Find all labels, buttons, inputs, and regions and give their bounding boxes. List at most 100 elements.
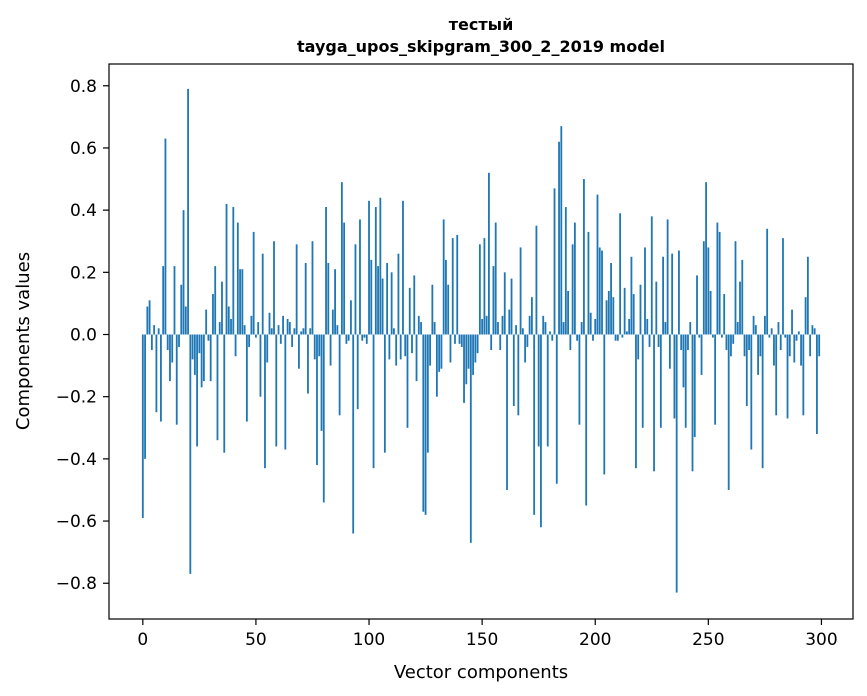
bar-280 — [775, 334, 778, 416]
bar-225 — [650, 216, 653, 335]
bar-149 — [478, 244, 481, 335]
bar-236 — [675, 334, 678, 593]
bar-76 — [313, 334, 316, 360]
bar-217 — [632, 294, 635, 335]
y-tick-label: 0.0 — [70, 326, 97, 346]
bar-97 — [361, 334, 364, 341]
bar-53 — [261, 253, 264, 335]
bar-209 — [614, 334, 617, 341]
bar-82 — [327, 262, 330, 335]
bar-254 — [716, 222, 719, 335]
bar-163 — [510, 278, 513, 335]
bar-213 — [623, 287, 626, 335]
bar-56 — [268, 312, 271, 335]
bar-278 — [770, 328, 773, 335]
bar-75 — [311, 241, 314, 335]
bar-183 — [555, 334, 558, 484]
bar-268 — [748, 334, 750, 351]
bar-144 — [467, 334, 470, 369]
bar-176 — [540, 334, 542, 528]
bar-284 — [784, 334, 787, 338]
bar-239 — [682, 334, 685, 388]
bar-3 — [148, 300, 151, 335]
bar-273 — [759, 334, 762, 357]
bar-36 — [223, 334, 226, 453]
bar-22 — [191, 334, 194, 360]
bar-205 — [605, 300, 608, 335]
bar-87 — [338, 334, 341, 416]
y-tick-label: −0.2 — [56, 388, 97, 408]
bar-64 — [286, 318, 289, 335]
bar-113 — [397, 253, 400, 335]
x-tick-label: 100 — [353, 630, 385, 650]
bar-24 — [196, 334, 199, 447]
bar-252 — [711, 334, 714, 338]
x-tick-label: 200 — [579, 630, 611, 650]
bar-211 — [619, 213, 622, 335]
bar-138 — [454, 334, 456, 344]
bar-238 — [680, 334, 683, 351]
bar-39 — [230, 318, 232, 335]
bar-136 — [449, 334, 452, 363]
bar-170 — [526, 334, 529, 347]
bar-18 — [182, 210, 185, 335]
bar-35 — [221, 281, 223, 335]
bar-86 — [336, 325, 339, 335]
bar-157 — [497, 322, 499, 335]
bar-28 — [205, 309, 208, 335]
bar-200 — [594, 318, 597, 335]
bar-111 — [393, 328, 395, 335]
bar-73 — [307, 334, 309, 394]
bar-260 — [730, 334, 732, 357]
bar-240 — [684, 334, 687, 428]
bar-161 — [506, 334, 508, 490]
bar-276 — [766, 228, 769, 335]
bar-222 — [644, 247, 646, 335]
bar-44 — [241, 269, 244, 335]
bar-146 — [472, 334, 474, 375]
bar-71 — [302, 328, 305, 335]
bar-126 — [426, 334, 429, 453]
bar-74 — [309, 328, 312, 335]
bar-251 — [709, 290, 712, 335]
bar-235 — [673, 334, 676, 419]
bar-192 — [576, 334, 579, 341]
bar-274 — [761, 334, 764, 469]
bar-89 — [343, 222, 346, 335]
bar-135 — [447, 284, 450, 335]
bar-108 — [386, 262, 389, 335]
bar-296 — [811, 325, 814, 335]
bar-118 — [408, 287, 411, 335]
bar-143 — [465, 334, 468, 385]
bar-51 — [257, 322, 260, 335]
bar-275 — [763, 315, 766, 335]
bar-286 — [788, 334, 791, 357]
bar-38 — [227, 306, 230, 335]
bar-287 — [791, 309, 793, 335]
bar-105 — [379, 197, 382, 335]
bar-206 — [607, 290, 610, 335]
bar-229 — [659, 334, 662, 428]
bar-133 — [442, 219, 445, 335]
x-axis-ticks: 0 50 100 150 200 250 300 — [137, 619, 838, 650]
bar-141 — [460, 334, 463, 347]
bar-259 — [727, 334, 730, 490]
bar-177 — [542, 315, 545, 335]
bar-210 — [616, 334, 619, 341]
bar-169 — [524, 334, 527, 363]
bar-228 — [657, 334, 660, 347]
x-axis-label: Vector components — [394, 662, 568, 683]
bar-187 — [564, 207, 567, 335]
bar-34 — [218, 322, 221, 335]
bar-266 — [743, 334, 746, 357]
bar-261 — [732, 334, 735, 344]
bar-262 — [734, 241, 737, 335]
bar-298 — [816, 334, 818, 434]
bar-123 — [420, 322, 422, 335]
bar-150 — [481, 318, 484, 335]
bar-270 — [752, 315, 755, 335]
x-tick-label: 300 — [805, 630, 837, 650]
bar-25 — [198, 334, 201, 354]
bar-43 — [239, 269, 241, 335]
bar-220 — [639, 284, 642, 335]
